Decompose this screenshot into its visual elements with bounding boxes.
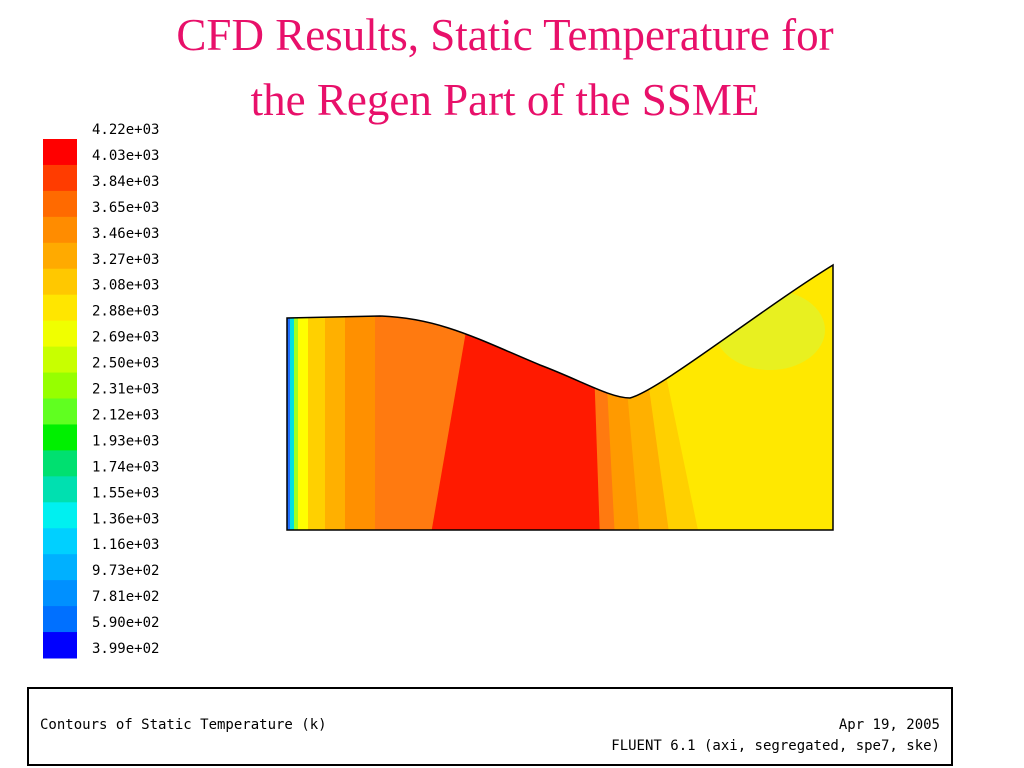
colorbar-swatch: [43, 632, 77, 659]
colorbar: 4.22e+03 4.03e+03 3.84e+03 3.65e+03 3.46e+03…: [43, 122, 159, 659]
contour-plot: [287, 265, 833, 530]
colorbar-label: 1.55e+03: [92, 485, 159, 501]
colorbar-label: 3.99e+02: [92, 641, 159, 657]
colorbar-label: 1.74e+03: [92, 459, 159, 475]
colorbar-label: 3.08e+03: [92, 278, 159, 294]
colorbar-label: 5.90e+02: [92, 615, 159, 631]
colorbar-swatch: [43, 139, 77, 166]
colorbar-label: 2.12e+03: [92, 407, 159, 423]
colorbar-swatch: [43, 528, 77, 555]
colorbar-label: 3.84e+03: [92, 174, 159, 190]
colorbar-swatch: [43, 502, 77, 529]
colorbar-swatch: [43, 320, 77, 348]
colorbar-swatch: [43, 606, 77, 633]
colorbar-label: 2.31e+03: [92, 382, 159, 398]
colorbar-label: 1.36e+03: [92, 511, 159, 527]
colorbar-swatch: [43, 476, 77, 503]
footer-box: [27, 687, 953, 766]
colorbar-label: 7.81e+02: [92, 589, 159, 605]
colorbar-swatch: [43, 372, 77, 399]
footer-caption: Contours of Static Temperature (k): [40, 717, 327, 733]
colorbar-label: 1.93e+03: [92, 433, 159, 449]
domain-outline: [286, 263, 834, 531]
colorbar-swatch: [43, 554, 77, 581]
colorbar-swatch: [43, 398, 77, 425]
colorbar-swatch: [43, 580, 77, 607]
slide-title: the Regen Part of the SSME: [251, 75, 760, 125]
colorbar-label: 4.22e+03: [92, 122, 159, 138]
colorbar-swatch: [43, 424, 77, 451]
colorbar-swatch: [43, 164, 77, 192]
footer-date: Apr 19, 2005: [839, 717, 940, 733]
colorbar-swatch: [43, 450, 77, 477]
colorbar-label: 3.65e+03: [92, 200, 159, 216]
colorbar-swatch: [43, 346, 77, 374]
colorbar-label: 4.03e+03: [92, 148, 159, 164]
colorbar-swatch: [43, 268, 77, 296]
colorbar-label: 2.88e+03: [92, 304, 159, 320]
colorbar-label: 2.50e+03: [92, 356, 159, 372]
colorbar-swatch: [43, 242, 77, 270]
footer-solver: FLUENT 6.1 (axi, segregated, spe7, ske): [611, 738, 940, 754]
slide-title: CFD Results, Static Temperature for: [176, 10, 833, 60]
colorbar-swatch: [43, 216, 77, 244]
colorbar-label: 3.27e+03: [92, 252, 159, 268]
colorbar-label: 2.69e+03: [92, 330, 159, 346]
colorbar-label: 9.73e+02: [92, 563, 159, 579]
colorbar-label: 1.16e+03: [92, 537, 159, 553]
colorbar-swatch: [43, 294, 77, 322]
colorbar-label: 3.46e+03: [92, 226, 159, 242]
colorbar-swatch: [43, 190, 77, 218]
